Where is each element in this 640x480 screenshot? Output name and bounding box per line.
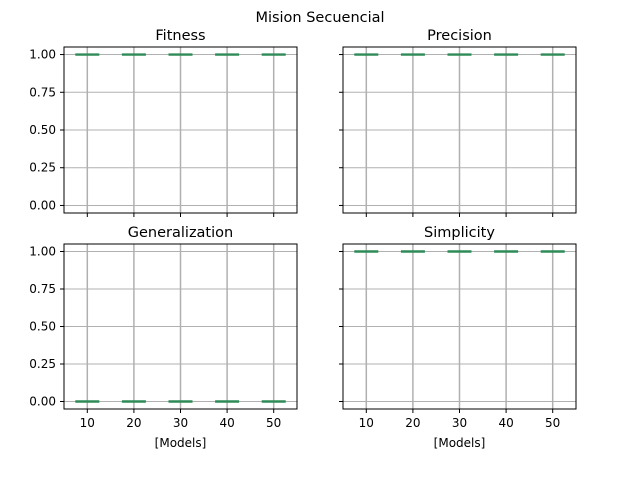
x-tick-label: 30 [452,416,467,430]
axes-frame [342,243,577,410]
x-tick-label: 10 [80,416,95,430]
subplot-fitness: 0.00 0.25 0.50 0.75 1.00 Fitness [29,28,298,217]
y-tick-label: 1.00 [29,245,56,259]
axes-frame [63,46,298,214]
x-axis-label: [Models] [155,436,207,450]
axes-frame [342,46,577,214]
y-tick-label: 0.25 [29,161,56,175]
y-tick-label: 0.50 [29,320,56,334]
y-tick-label: 0.25 [29,357,56,371]
y-tick-label: 0.00 [29,395,56,409]
y-tick-label: 0.00 [29,198,56,212]
subplot-title: Generalization [128,225,233,241]
subplot-simplicity: 10 20 30 40 50 Simplicity [Models] [339,225,577,450]
subplot-title: Precision [427,28,492,44]
axes-frame [63,243,298,410]
x-tick-label: 20 [405,416,420,430]
x-tick-label: 40 [498,416,513,430]
x-tick-label: 10 [359,416,374,430]
y-tick-label: 1.00 [29,48,56,62]
y-tick-label: 0.75 [29,282,56,296]
subplot-generalization: 0.00 0.25 0.50 0.75 1.00 10 20 30 40 50 Generaliza… [29,225,298,450]
subplot-title: Fitness [155,28,205,44]
x-tick-label: 30 [173,416,188,430]
subplot-title: Simplicity [424,225,495,241]
x-tick-label: 50 [266,416,281,430]
y-tick-label: 0.50 [29,123,56,137]
x-tick-label: 40 [219,416,234,430]
y-tick-label: 0.75 [29,85,56,99]
x-axis-label: [Models] [434,436,486,450]
figure-title: Mision Secuencial [255,10,384,26]
subplot-precision: Precision [339,28,577,217]
x-tick-label: 20 [126,416,141,430]
x-tick-label: 50 [545,416,560,430]
